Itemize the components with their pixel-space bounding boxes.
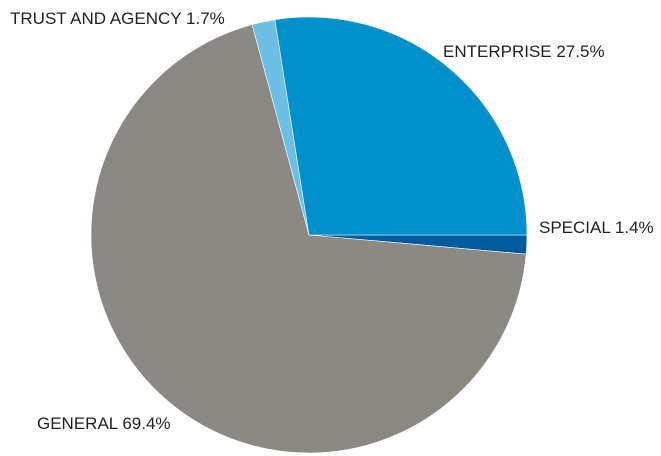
pie-slice-general	[90, 24, 527, 454]
pie-slice-enterprise	[274, 16, 528, 236]
slice-label-special: SPECIAL 1.4%	[539, 218, 654, 237]
slice-label-trust-and-agency: TRUST AND AGENCY 1.7%	[10, 9, 225, 28]
slice-label-general: GENERAL 69.4%	[37, 414, 171, 433]
pie-slices	[90, 16, 528, 454]
slice-label-enterprise: ENTERPRISE 27.5%	[443, 42, 605, 61]
